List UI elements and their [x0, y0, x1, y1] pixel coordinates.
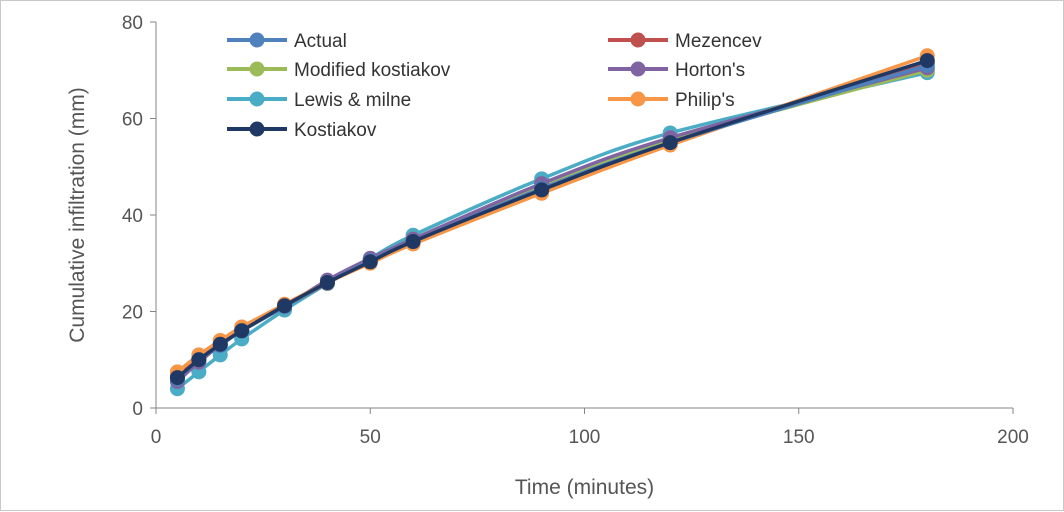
data-point	[234, 323, 250, 339]
legend-item: Actual	[227, 31, 347, 52]
legend-item: Philip's	[608, 90, 735, 111]
legend-label: Modified kostiakov	[294, 60, 451, 81]
legend: Actual Mezencev Modified kostiakov Horton's…	[227, 31, 762, 141]
data-point	[662, 135, 678, 151]
series-horton-s	[169, 60, 935, 389]
legend-label: Kostiakov	[294, 120, 377, 141]
legend-label: Lewis & milne	[294, 90, 411, 111]
series-line	[176, 66, 928, 383]
series-line	[176, 58, 928, 379]
data-point	[212, 336, 228, 352]
x-tick-label: 150	[783, 427, 815, 448]
data-point	[277, 298, 293, 314]
data-point	[319, 275, 335, 291]
series-actual	[169, 57, 935, 387]
legend-marker	[249, 91, 265, 107]
series-line	[176, 61, 928, 378]
plot-area	[169, 48, 935, 397]
x-tick-label: 100	[569, 427, 601, 448]
data-point	[919, 53, 935, 69]
x-axis-title: Time (minutes)	[515, 476, 654, 499]
y-tick-label: 80	[122, 13, 143, 34]
data-point	[362, 254, 378, 270]
legend-label: Actual	[294, 31, 347, 52]
legend-item: Mezencev	[608, 31, 762, 52]
legend-label: Horton's	[675, 60, 745, 81]
series-kostiakov	[169, 53, 935, 386]
legend-item: Lewis & milne	[227, 90, 411, 111]
x-tick-label: 50	[360, 427, 381, 448]
legend-marker	[630, 91, 646, 107]
y-axis-title: Cumulative infiltration (mm)	[66, 87, 89, 343]
axes: 0 50 100 150 200 0 20 40 60 80	[122, 13, 1029, 448]
legend-item: Modified kostiakov	[227, 60, 451, 81]
x-tick-label: 0	[151, 427, 162, 448]
y-tick-label: 20	[122, 303, 143, 324]
series-lewis-milne	[169, 65, 935, 397]
series-modified-kostiakov	[169, 62, 935, 386]
series-line	[176, 54, 928, 374]
y-tick-label: 0	[132, 399, 143, 420]
series-line	[176, 63, 928, 381]
data-point	[169, 370, 185, 386]
legend-label: Mezencev	[675, 31, 762, 52]
series-line	[176, 68, 928, 380]
legend-item: Horton's	[608, 60, 745, 81]
series-line	[176, 70, 928, 391]
data-point	[534, 182, 550, 198]
y-tick-label: 40	[122, 206, 143, 227]
legend-item: Kostiakov	[227, 120, 377, 141]
data-point	[405, 234, 421, 250]
legend-marker	[630, 61, 646, 77]
legend-marker	[630, 32, 646, 48]
legend-marker	[249, 32, 265, 48]
series-mezencev	[169, 55, 935, 385]
data-point	[191, 352, 207, 368]
legend-marker	[249, 61, 265, 77]
y-tick-label: 60	[122, 110, 143, 131]
x-tick-label: 200	[997, 427, 1029, 448]
legend-marker	[249, 121, 265, 137]
legend-label: Philip's	[675, 90, 735, 111]
